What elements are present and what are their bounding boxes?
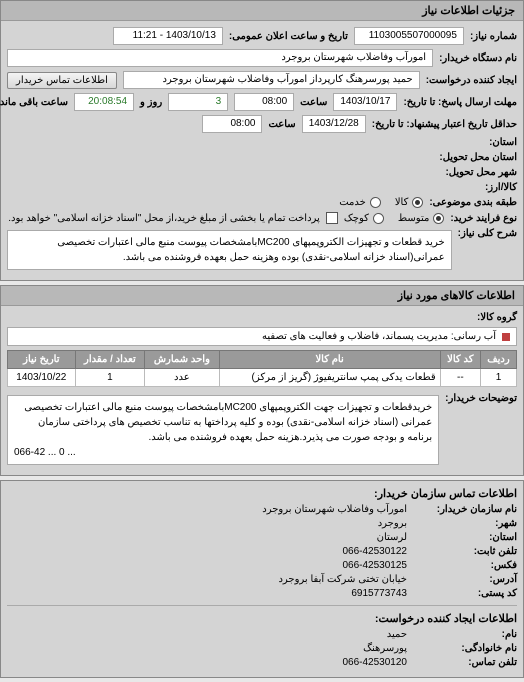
- th-name: نام کالا: [219, 351, 440, 369]
- goods-table: ردیف کد کالا نام کالا واحد شمارش تعداد /…: [7, 350, 517, 387]
- cprovince-value: لرستان: [377, 532, 407, 543]
- requester-label: ایجاد کننده درخواست:: [426, 75, 517, 86]
- separator: [7, 605, 517, 606]
- postcode-label: کد پستی:: [407, 588, 517, 599]
- goods-panel: اطلاعات کالاهای مورد نیاز گروه کالا: آب …: [0, 285, 524, 476]
- th-row: ردیف: [481, 351, 517, 369]
- postcode-value: 6915773743: [351, 588, 407, 599]
- buy-type-opt-0: متوسط: [398, 213, 429, 224]
- class-radio-service[interactable]: خدمت: [339, 197, 381, 208]
- need-info-header: جزئیات اطلاعات نیاز: [1, 1, 523, 21]
- buyer-org-label: نام دستگاه خریدار:: [439, 53, 517, 64]
- city-value: بروجرد: [378, 518, 407, 529]
- buy-type-radio-group: متوسط کوچک: [344, 213, 444, 224]
- contact-panel: اطلاعات تماس سازمان خریدار: نام سازمان خ…: [0, 480, 524, 678]
- buy-type-opt-1: کوچک: [344, 213, 369, 224]
- family-label: نام خانوادگی:: [407, 643, 517, 654]
- partial-pay-label: پرداخت تمام یا بخشی از مبلغ خرید،از محل …: [8, 213, 320, 224]
- buyer-note-phone: 066-42 ... 0 ...: [14, 445, 432, 460]
- class-opt-1: خدمت: [339, 197, 366, 208]
- name-value: حمید: [387, 629, 407, 640]
- category-label: گروه کالا:: [477, 312, 517, 323]
- currency-label: کالا/ارز:: [485, 182, 517, 193]
- remain-suffix: ساعت باقی مانده: [0, 97, 68, 108]
- contact-info-button[interactable]: اطلاعات تماس خریدار: [7, 72, 117, 89]
- phone-value: 066-42530122: [342, 546, 407, 557]
- deadline-send-label: مهلت ارسال پاسخ: تا تاریخ:: [403, 97, 517, 108]
- th-qty: تعداد / مقدار: [75, 351, 144, 369]
- th-unit: واحد شمارش: [145, 351, 219, 369]
- family-value: پورسرهنگ: [363, 643, 407, 654]
- radio-icon: [433, 213, 444, 224]
- buy-type-small[interactable]: کوچک: [344, 213, 384, 224]
- remain-time: 20:08:54: [74, 93, 134, 111]
- delivery-city-label: شهر محل تحویل:: [445, 167, 517, 178]
- td-name: قطعات یدکی پمپ سانتریفیوژ (گریز از مرکز): [219, 369, 440, 387]
- th-code: کد کالا: [440, 351, 480, 369]
- radio-icon: [373, 213, 384, 224]
- cphone-value: 066-42530120: [342, 657, 407, 668]
- deadline-send-time-label: ساعت: [300, 97, 327, 108]
- td-date: 1403/10/22: [8, 369, 76, 387]
- credit-date: 1403/12/28: [302, 115, 366, 133]
- buy-type-label: نوع فرایند خرید:: [450, 213, 517, 224]
- partial-pay-checkbox[interactable]: [326, 212, 338, 224]
- pub-date-label: تاریخ و ساعت اعلان عمومی:: [229, 31, 348, 42]
- class-label: طبقه بندی موضوعی:: [429, 197, 517, 208]
- general-desc-label: شرح کلی نیاز:: [458, 228, 517, 239]
- class-radio-goods[interactable]: کالا: [395, 197, 424, 208]
- deadline-send-date: 1403/10/17: [333, 93, 397, 111]
- city-label: شهر:: [407, 518, 517, 529]
- goods-header: اطلاعات کالاهای مورد نیاز: [1, 286, 523, 306]
- niaz-no-value: 1103005507000095: [354, 27, 464, 45]
- requester-value: حمید پورسرهنگ کارپرداز امورآب وفاضلاب شه…: [123, 71, 420, 89]
- credit-time: 08:00: [202, 115, 262, 133]
- cphone-label: تلفن تماس:: [407, 657, 517, 668]
- remain-days-label: روز و: [140, 97, 162, 108]
- td-code: --: [440, 369, 480, 387]
- general-desc-value: خرید قطعات و تجهیزات الکتروپمپهای MC200ب…: [7, 230, 452, 270]
- org-label: نام سازمان خریدار:: [407, 504, 517, 515]
- buyer-org-value: امورآب وفاضلاب شهرستان بروجرد: [7, 49, 433, 67]
- buyer-note-label: توضیحات خریدار:: [445, 393, 517, 404]
- category-box: آب رسانی: مدیریت پسماند، فاضلاب و فعالیت…: [7, 327, 517, 346]
- credit-time-label: ساعت: [268, 119, 295, 130]
- deadline-send-time: 08:00: [234, 93, 294, 111]
- cprovince-label: استان:: [407, 532, 517, 543]
- class-opt-0: کالا: [395, 197, 409, 208]
- delivery-province-label: استان محل تحویل:: [439, 152, 517, 163]
- need-info-body: شماره نیاز: 1103005507000095 تاریخ و ساع…: [1, 21, 523, 280]
- remain-days: 3: [168, 93, 228, 111]
- creator-title: اطلاعات ایجاد کننده درخواست:: [7, 612, 517, 625]
- contact-body: اطلاعات تماس سازمان خریدار: نام سازمان خ…: [1, 481, 523, 677]
- td-unit: عدد: [145, 369, 219, 387]
- buy-type-medium[interactable]: متوسط: [398, 213, 444, 224]
- name-label: نام:: [407, 629, 517, 640]
- phone-label: تلفن ثابت:: [407, 546, 517, 557]
- fax-label: فکس:: [407, 560, 517, 571]
- goods-body: گروه کالا: آب رسانی: مدیریت پسماند، فاضل…: [1, 306, 523, 475]
- category-dot-icon: [502, 333, 510, 341]
- credit-label: حداقل تاریخ اعتبار پیشنهاد: تا تاریخ:: [372, 119, 517, 130]
- fax-value: 066-42530125: [342, 560, 407, 571]
- niaz-no-label: شماره نیاز:: [470, 31, 517, 42]
- class-radio-group: کالا خدمت: [339, 197, 423, 208]
- buyer-note-box: خریدقطعات و تجهیزات جهت الکتروپمپهای MC2…: [7, 395, 439, 465]
- th-date: تاریخ نیاز: [8, 351, 76, 369]
- td-row: 1: [481, 369, 517, 387]
- need-info-panel: جزئیات اطلاعات نیاز شماره نیاز: 11030055…: [0, 0, 524, 281]
- province-label: استان:: [489, 137, 517, 148]
- td-qty: 1: [75, 369, 144, 387]
- table-header-row: ردیف کد کالا نام کالا واحد شمارش تعداد /…: [8, 351, 517, 369]
- table-row: 1 -- قطعات یدکی پمپ سانتریفیوژ (گریز از …: [8, 369, 517, 387]
- category-text: آب رسانی: مدیریت پسماند، فاضلاب و فعالیت…: [262, 331, 496, 342]
- radio-icon: [370, 197, 381, 208]
- contact-title: اطلاعات تماس سازمان خریدار:: [7, 487, 517, 500]
- buyer-note-text: خریدقطعات و تجهیزات جهت الکتروپمپهای MC2…: [14, 400, 432, 445]
- radio-icon: [412, 197, 423, 208]
- pub-date-value: 1403/10/13 - 11:21: [113, 27, 223, 45]
- org-value: امورآب وفاضلاب شهرستان بروجرد: [262, 504, 407, 515]
